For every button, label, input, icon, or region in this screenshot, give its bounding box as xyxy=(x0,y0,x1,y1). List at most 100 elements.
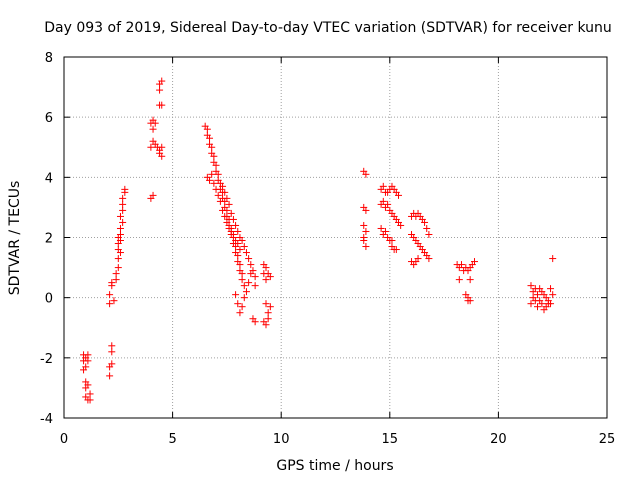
data-point xyxy=(121,185,129,193)
data-point xyxy=(262,276,270,284)
data-point xyxy=(119,194,127,202)
data-point xyxy=(379,182,387,190)
data-point xyxy=(245,279,253,287)
data-point xyxy=(106,372,114,380)
data-point xyxy=(119,218,127,226)
x-tick-label: 5 xyxy=(168,432,176,447)
data-point xyxy=(464,297,472,305)
data-point xyxy=(384,200,392,208)
data-point xyxy=(106,291,114,299)
data-point xyxy=(381,227,389,235)
data-point xyxy=(527,300,535,308)
data-point xyxy=(242,288,250,296)
data-point xyxy=(251,282,259,290)
data-point xyxy=(236,309,244,317)
data-point xyxy=(212,161,220,169)
data-point xyxy=(240,294,248,302)
data-point xyxy=(238,270,246,278)
data-point xyxy=(538,300,546,308)
data-point xyxy=(158,101,166,109)
y-tick-label: 0 xyxy=(45,292,53,307)
data-point xyxy=(108,348,116,356)
data-points xyxy=(80,77,557,404)
data-point xyxy=(262,264,270,272)
data-point xyxy=(544,300,552,308)
data-point xyxy=(238,303,246,311)
y-tick-label: -4 xyxy=(40,412,53,427)
data-point xyxy=(266,273,274,281)
data-point xyxy=(421,218,429,226)
data-point xyxy=(203,125,211,133)
data-point xyxy=(119,206,127,214)
data-point xyxy=(82,363,90,371)
data-point xyxy=(262,321,270,329)
chart-title: Day 093 of 2019, Sidereal Day-to-day VTE… xyxy=(44,20,612,36)
data-point xyxy=(264,309,272,317)
data-point xyxy=(149,191,157,199)
data-point xyxy=(112,270,120,278)
data-point xyxy=(362,206,370,214)
data-point xyxy=(108,342,116,350)
data-point xyxy=(414,255,422,263)
y-axis-title: SDTVAR / TECUs xyxy=(7,181,23,296)
data-point xyxy=(156,86,164,94)
data-point xyxy=(423,224,431,232)
data-point xyxy=(360,234,368,241)
data-point xyxy=(158,152,166,160)
data-point xyxy=(466,276,474,284)
data-point xyxy=(158,143,166,151)
data-point xyxy=(425,230,433,238)
data-point xyxy=(229,215,237,223)
data-point xyxy=(108,279,116,287)
data-point xyxy=(360,221,368,229)
data-point xyxy=(212,185,220,193)
data-point xyxy=(206,134,214,142)
data-point xyxy=(547,285,555,293)
data-point xyxy=(245,255,253,263)
data-point xyxy=(240,282,248,290)
data-point xyxy=(208,143,216,151)
data-point xyxy=(86,396,94,404)
data-point xyxy=(533,291,541,299)
data-point xyxy=(457,261,465,269)
data-point xyxy=(262,300,270,308)
x-axis-title: GPS time / hours xyxy=(276,458,393,474)
data-point xyxy=(219,206,227,214)
data-point xyxy=(206,176,214,184)
data-point xyxy=(377,224,385,232)
data-point xyxy=(392,246,400,254)
y-tick-label: 4 xyxy=(45,171,53,186)
data-point xyxy=(116,212,124,220)
data-point xyxy=(216,197,224,205)
x-tick-label: 20 xyxy=(490,432,507,447)
data-point xyxy=(240,243,248,251)
data-point xyxy=(86,390,94,398)
data-point xyxy=(232,221,240,229)
data-point xyxy=(214,191,222,199)
data-point xyxy=(397,221,405,229)
data-point xyxy=(223,194,231,202)
data-point xyxy=(114,234,122,241)
x-tick-label: 25 xyxy=(599,432,616,447)
data-point xyxy=(247,270,255,278)
data-point xyxy=(238,237,246,245)
data-point xyxy=(221,212,229,220)
data-point xyxy=(234,300,242,308)
data-point xyxy=(158,77,166,85)
data-point xyxy=(236,246,244,254)
data-point xyxy=(229,230,237,238)
data-point xyxy=(394,191,402,199)
data-point xyxy=(210,152,218,160)
data-point xyxy=(455,276,463,284)
data-point xyxy=(234,227,242,235)
data-point xyxy=(116,224,124,232)
data-point xyxy=(238,276,246,284)
y-tick-label: 2 xyxy=(45,232,53,247)
data-point xyxy=(208,170,216,178)
data-point xyxy=(362,227,370,235)
data-point xyxy=(425,255,433,263)
data-point xyxy=(147,143,155,151)
data-point xyxy=(247,261,255,269)
data-point xyxy=(219,182,227,190)
